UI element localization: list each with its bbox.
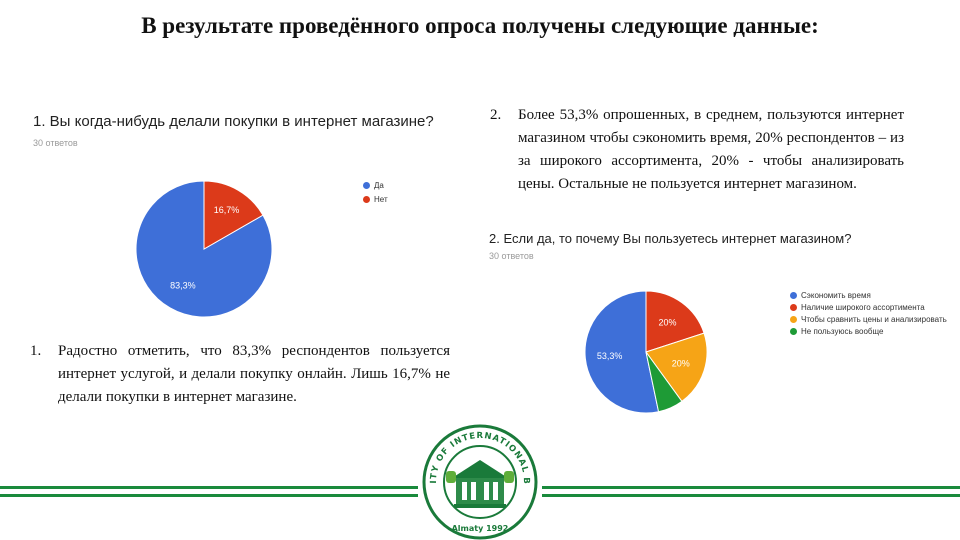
university-seal-logo: UNIVERSITY OF INTERNATIONAL BUSINESS Alm… xyxy=(418,424,538,540)
survey1-legend-swatch-icon xyxy=(363,182,370,189)
survey1-legend-swatch-icon xyxy=(363,196,370,203)
footer-line-left-bottom xyxy=(0,494,418,497)
survey2-legend-swatch-icon xyxy=(790,292,797,299)
svg-text:Almaty 1992: Almaty 1992 xyxy=(452,524,509,533)
survey2-legend-label: Чтобы сравнить цены и анализировать xyxy=(801,315,947,324)
pie2-data-label-1: 53,3% xyxy=(597,351,623,361)
note-item-2-text: Более 53,3% опрошенных, в среднем, польз… xyxy=(518,107,904,192)
footer-line-left-top xyxy=(0,486,418,489)
survey2-question: 2. Если да, то почему Вы пользуетесь инт… xyxy=(489,231,852,246)
note-item-2-number: 2. xyxy=(490,107,502,123)
survey2-legend-label: Сэкономить время xyxy=(801,291,871,300)
note-item-1: 1. Радостно отметить, что 83,3% респонде… xyxy=(30,340,450,409)
pie1-slice-2 xyxy=(203,180,264,250)
pie2-data-label-3: 20% xyxy=(672,358,690,368)
pie2-slice-1 xyxy=(584,290,660,414)
note-item-2: 2. Более 53,3% опрошенных, в среднем, по… xyxy=(490,104,904,196)
footer-line-right-bottom xyxy=(542,494,960,497)
survey2-legend-label: Не пользуюсь вообще xyxy=(801,327,884,336)
survey2-legend-label: Наличие широкого ассортимента xyxy=(801,303,925,312)
survey2-legend-swatch-icon xyxy=(790,316,797,323)
survey2-responses: 30 ответов xyxy=(489,251,534,261)
pie1-data-label-1: 83,3% xyxy=(170,280,196,290)
slide-title: В результате проведённого опроса получен… xyxy=(141,13,819,38)
pie2-data-label-2: 20% xyxy=(659,317,677,327)
survey2-legend-swatch-icon xyxy=(790,304,797,311)
survey1-question: 1. Вы когда-нибудь делали покупки в инте… xyxy=(33,113,434,130)
pie2-slice-2 xyxy=(645,290,705,353)
survey1-legend-label: Да xyxy=(374,181,384,190)
note-item-1-text: Радостно отметить, что 83,3% респонденто… xyxy=(58,343,450,405)
pie1-data-label-2: 16,7% xyxy=(214,205,240,215)
survey2-legend-swatch-icon xyxy=(790,328,797,335)
pie2-slice-4 xyxy=(645,351,683,413)
note-item-1-number: 1. xyxy=(30,343,42,359)
footer-line-right-top xyxy=(542,486,960,489)
pie2-slice-3 xyxy=(645,332,708,403)
survey1-legend-label: Нет xyxy=(374,195,388,204)
survey1-responses: 30 ответов xyxy=(33,138,78,148)
